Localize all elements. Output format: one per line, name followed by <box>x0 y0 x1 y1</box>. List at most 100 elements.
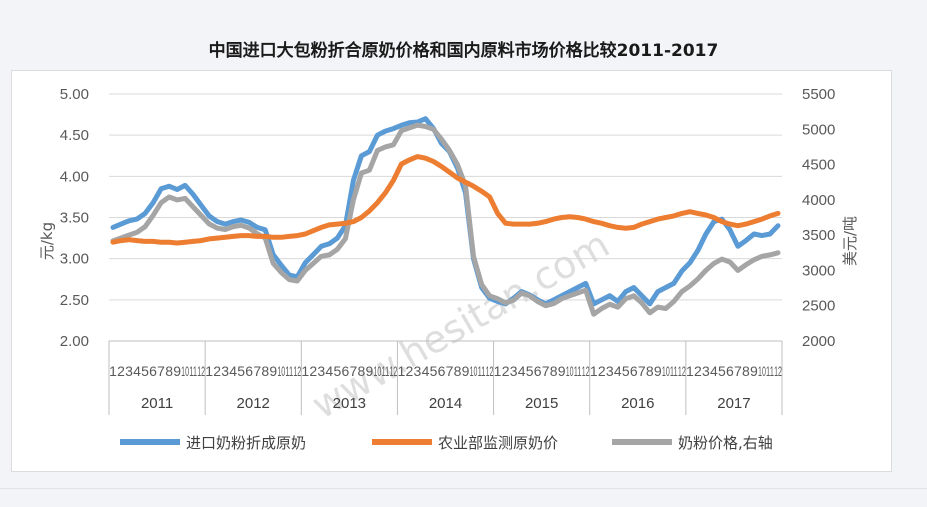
chart-area: www.hesitan.com 5.00 4.50 4.00 3.50 3.00 2.50… <box>11 70 892 472</box>
month-tick-label: 6 <box>149 363 157 379</box>
month-tick-label: 11 <box>670 363 678 379</box>
month-tick-label: 2 <box>213 363 221 379</box>
year-month-labels: 1 2 3 4 5 6 7 8 9 10 11 12 <box>494 363 590 379</box>
left-tick-label: 5.00 <box>60 86 89 103</box>
month-tick-label: 4 <box>614 363 622 379</box>
month-tick-label: 7 <box>157 363 165 379</box>
month-tick-label: 8 <box>742 363 750 379</box>
year-label: 2016 <box>621 395 654 412</box>
month-tick-label: 5 <box>430 363 438 379</box>
month-tick-label: 11 <box>189 363 197 379</box>
month-tick-label: 5 <box>526 363 534 379</box>
legend-item-1: 进口奶粉折成原奶 <box>120 434 306 452</box>
month-tick-label: 3 <box>221 363 229 379</box>
year-month-labels: 1 2 3 4 5 6 7 8 9 10 11 12 <box>398 363 494 379</box>
month-tick-label: 10 <box>277 363 285 379</box>
month-tick-label: 9 <box>173 363 181 379</box>
legend-label: 进口奶粉折成原奶 <box>186 434 306 452</box>
month-tick-label: 6 <box>534 363 542 379</box>
month-tick-label: 8 <box>454 363 462 379</box>
month-tick-label: 11 <box>381 363 389 379</box>
chart-title: 中国进口大包粉折合原奶价格和国内原料市场价格比较2011-2017 <box>208 41 719 61</box>
page-divider <box>0 488 927 489</box>
month-tick-label: 10 <box>662 363 670 379</box>
right-tick-label: 4500 <box>802 157 835 174</box>
right-axis: 5500 5000 4500 4000 3500 3000 2500 2000 <box>802 86 835 350</box>
month-tick-label: 3 <box>414 363 422 379</box>
series-lines <box>110 116 781 317</box>
month-tick-label: 1 <box>686 363 694 379</box>
month-tick-label: 10 <box>758 363 766 379</box>
month-tick-label: 9 <box>558 363 566 379</box>
month-tick-label: 8 <box>165 363 173 379</box>
month-tick-label: 4 <box>133 363 141 379</box>
month-tick-label: 5 <box>622 363 630 379</box>
month-tick-label: 10 <box>566 363 574 379</box>
month-tick-label: 7 <box>542 363 550 379</box>
legend-label: 农业部监测原奶价 <box>438 434 558 452</box>
month-tick-label: 2 <box>694 363 702 379</box>
month-tick-label: 1 <box>398 363 406 379</box>
month-tick-label: 9 <box>269 363 277 379</box>
month-tick-label: 11 <box>478 363 486 379</box>
month-tick-label: 4 <box>710 363 718 379</box>
month-tick-label: 9 <box>365 363 373 379</box>
right-tick-label: 3000 <box>802 262 835 279</box>
month-tick-label: 6 <box>630 363 638 379</box>
year-label: 2011 <box>141 395 173 412</box>
year-label: 2013 <box>333 395 366 412</box>
month-tick-label: 1 <box>205 363 213 379</box>
month-tick-label: 6 <box>726 363 734 379</box>
month-tick-label: 9 <box>462 363 470 379</box>
left-tick-label: 4.50 <box>60 127 89 144</box>
month-tick-label: 12 <box>582 363 590 379</box>
year-month-labels: 1 2 3 4 5 6 7 8 9 10 11 12 <box>686 363 782 379</box>
month-tick-label: 6 <box>245 363 253 379</box>
month-tick-label: 11 <box>574 363 582 379</box>
month-tick-label: 8 <box>550 363 558 379</box>
month-tick-label: 1 <box>109 363 117 379</box>
month-tick-label: 12 <box>293 363 301 379</box>
month-tick-label: 2 <box>117 363 125 379</box>
series-line-2 <box>110 154 781 246</box>
legend: 进口奶粉折成原奶 农业部监测原奶价 奶粉价格,右轴 <box>120 434 773 452</box>
month-tick-label: 8 <box>646 363 654 379</box>
month-tick-label: 3 <box>606 363 614 379</box>
month-tick-label: 5 <box>141 363 149 379</box>
month-tick-label: 12 <box>678 363 686 379</box>
month-tick-label: 7 <box>734 363 742 379</box>
month-tick-label: 2 <box>598 363 606 379</box>
month-tick-label: 9 <box>750 363 758 379</box>
month-tick-label: 8 <box>357 363 365 379</box>
month-tick-label: 2 <box>406 363 414 379</box>
month-tick-label: 7 <box>446 363 454 379</box>
year-label: 2012 <box>237 395 270 412</box>
month-tick-label: 4 <box>422 363 430 379</box>
right-tick-label: 2500 <box>802 298 835 315</box>
month-tick-label: 8 <box>261 363 269 379</box>
month-tick-label: 10 <box>470 363 478 379</box>
left-tick-label: 3.00 <box>60 251 89 268</box>
left-tick-label: 2.50 <box>60 292 89 309</box>
left-tick-label: 4.00 <box>60 168 89 185</box>
month-tick-label: 3 <box>510 363 518 379</box>
month-tick-label: 9 <box>654 363 662 379</box>
right-tick-label: 2000 <box>802 333 835 350</box>
month-tick-label: 12 <box>774 363 782 379</box>
left-axis-title: 元/kg <box>38 222 56 260</box>
year-label: 2014 <box>429 395 462 412</box>
right-tick-label: 4000 <box>802 192 835 209</box>
series-line-3 <box>110 122 781 317</box>
month-tick-label: 2 <box>309 363 317 379</box>
month-tick-label: 3 <box>125 363 133 379</box>
month-tick-label: 12 <box>486 363 494 379</box>
month-tick-label: 10 <box>181 363 189 379</box>
year-label: 2015 <box>525 395 558 412</box>
month-tick-label: 3 <box>702 363 710 379</box>
month-tick-label: 10 <box>373 363 381 379</box>
month-tick-label: 12 <box>389 363 397 379</box>
month-tick-label: 5 <box>718 363 726 379</box>
line-chart: www.hesitan.com 5.004.504.003.503.002.50… <box>38 86 859 452</box>
legend-item-2: 农业部监测原奶价 <box>372 434 558 452</box>
